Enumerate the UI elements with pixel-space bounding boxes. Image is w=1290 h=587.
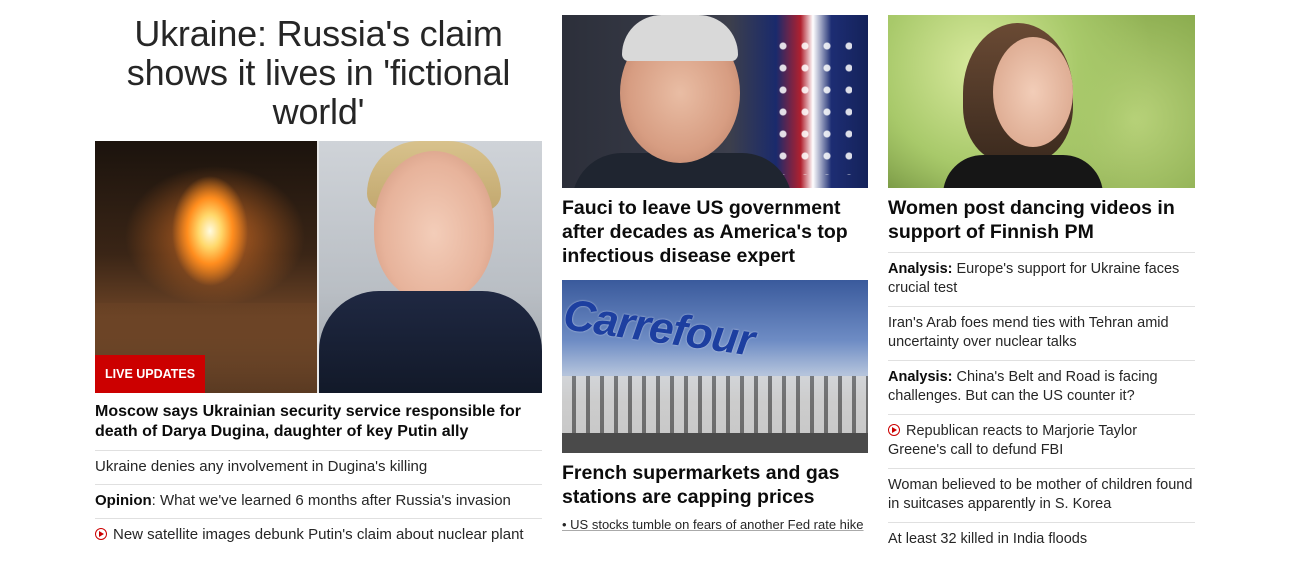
play-circle-icon xyxy=(95,528,107,540)
related-link-0[interactable]: Ukraine denies any involvement in Dugina… xyxy=(95,450,542,484)
lead-story-title[interactable]: Moscow says Ukrainian security service r… xyxy=(95,403,521,440)
right-link-text: At least 32 killed in India floods xyxy=(888,531,1088,547)
right-link-3[interactable]: Republican reacts to Marjorie Taylor Gre… xyxy=(888,414,1195,468)
related-link-text: Ukraine denies any involvement in Dugina… xyxy=(95,458,428,475)
middle-column: Fauci to leave US government after decad… xyxy=(562,0,868,534)
right-link-text: Iran's Arab foes mend ties with Tehran a… xyxy=(888,315,1169,350)
fauci-photo[interactable] xyxy=(562,15,868,188)
stocks-sub-link[interactable]: • US stocks tumble on fears of another F… xyxy=(562,517,864,532)
live-updates-badge[interactable]: LIVE UPDATES xyxy=(95,355,206,393)
dugina-portrait-photo xyxy=(319,141,542,393)
main-headline-link[interactable]: Ukraine: Russia's claim shows it lives i… xyxy=(126,13,511,132)
opinion-label: Opinion xyxy=(95,492,152,509)
related-links-list: Ukraine denies any involvement in Dugina… xyxy=(95,450,542,552)
right-link-text: Republican reacts to Marjorie Taylor Gre… xyxy=(888,423,1138,458)
right-link-5[interactable]: At least 32 killed in India floods xyxy=(888,522,1195,557)
right-link-2[interactable]: Analysis: China's Belt and Road is facin… xyxy=(888,360,1195,414)
related-link-text: New satellite images debunk Putin's clai… xyxy=(113,526,524,543)
related-link-1[interactable]: Opinion: What we've learned 6 months aft… xyxy=(95,484,542,518)
analysis-label: Analysis: xyxy=(888,261,953,277)
play-circle-icon xyxy=(888,424,900,436)
finnish-pm-photo[interactable] xyxy=(888,15,1195,188)
right-column: Women post dancing videos in support of … xyxy=(888,0,1195,557)
related-link-text: : What we've learned 6 months after Russ… xyxy=(151,492,511,509)
finnish-pm-story-title[interactable]: Women post dancing videos in support of … xyxy=(888,197,1175,243)
car-fire-photo xyxy=(95,141,317,393)
main-headline[interactable]: Ukraine: Russia's claim shows it lives i… xyxy=(95,14,542,131)
right-link-text: Europe's support for Ukraine faces cruci… xyxy=(888,261,1180,296)
dugina-story-image[interactable]: LIVE UPDATES xyxy=(95,141,542,393)
right-link-text: Woman believed to be mother of children … xyxy=(888,477,1193,512)
related-link-2[interactable]: New satellite images debunk Putin's clai… xyxy=(95,518,542,552)
carrefour-sign: Carrefour xyxy=(562,290,757,366)
supermarket-story-title[interactable]: French supermarkets and gas stations are… xyxy=(562,462,840,508)
right-link-text: China's Belt and Road is facing challeng… xyxy=(888,369,1158,404)
main-story-column: Ukraine: Russia's claim shows it lives i… xyxy=(95,0,542,552)
right-links-list: Analysis: Europe's support for Ukraine f… xyxy=(888,252,1195,557)
carrefour-photo[interactable]: Carrefour xyxy=(562,280,868,453)
fauci-story-title[interactable]: Fauci to leave US government after decad… xyxy=(562,197,848,267)
right-link-4[interactable]: Woman believed to be mother of children … xyxy=(888,468,1195,522)
right-link-0[interactable]: Analysis: Europe's support for Ukraine f… xyxy=(888,252,1195,306)
right-link-1[interactable]: Iran's Arab foes mend ties with Tehran a… xyxy=(888,306,1195,360)
analysis-label: Analysis: xyxy=(888,369,953,385)
